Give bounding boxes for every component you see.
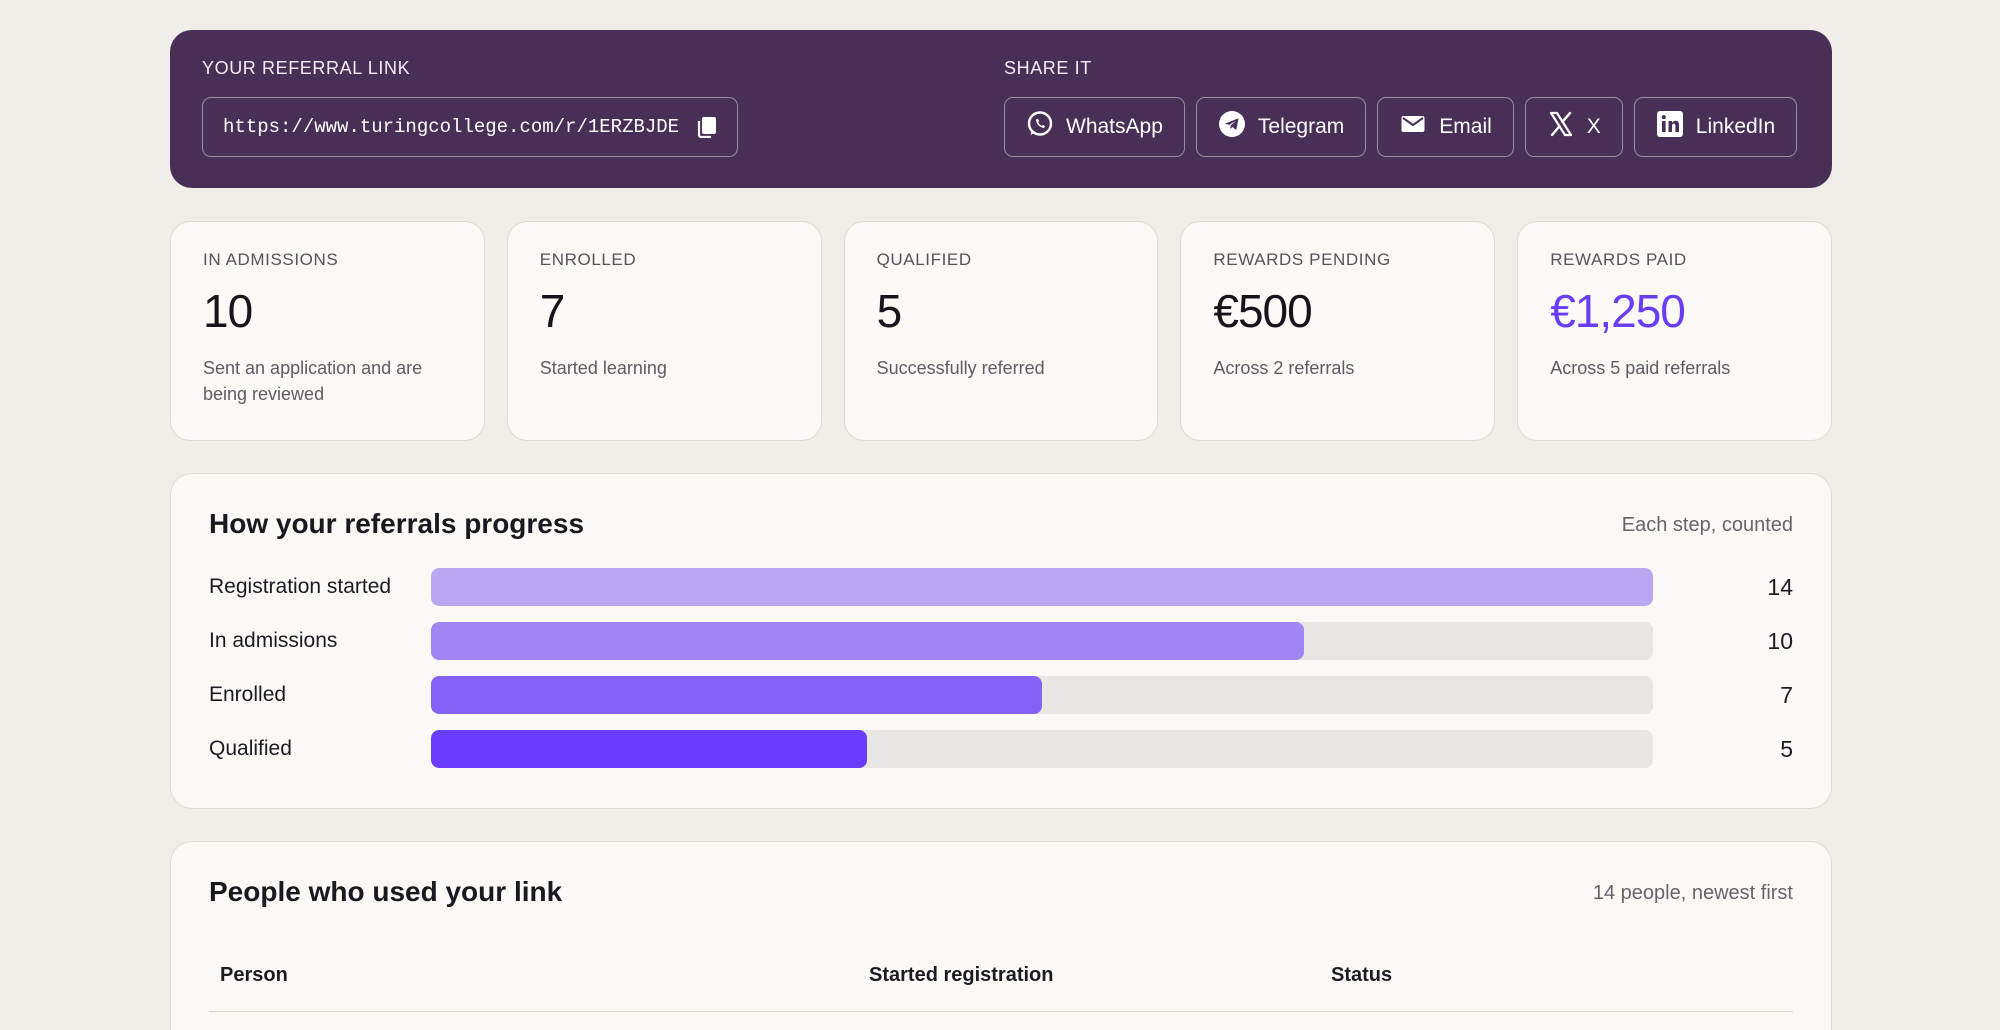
progress-track — [431, 730, 1653, 768]
stat-card-rewards-pending: REWARDS PENDING €500 Across 2 referrals — [1180, 221, 1496, 441]
share-linkedin-button[interactable]: LinkedIn — [1633, 97, 1798, 157]
share-linkedin-label: LinkedIn — [1695, 115, 1776, 138]
stat-label: ENROLLED — [539, 250, 637, 269]
people-table-header: Person Started registration Status — [209, 952, 1793, 1012]
stat-value: €500 — [1213, 285, 1312, 337]
stat-description: Sent an application and are being review… — [203, 357, 423, 404]
stat-value: 5 — [876, 285, 903, 337]
stat-label: QUALIFIED — [876, 250, 972, 269]
people-note: 14 people, newest first — [1592, 882, 1793, 904]
progress-label: Registration started — [209, 575, 392, 598]
whatsapp-icon — [1026, 110, 1054, 144]
referral-banner: YOUR REFERRAL LINK https://www.turingcol… — [170, 30, 1832, 188]
progress-track — [431, 676, 1653, 714]
stat-value: 10 — [203, 285, 253, 337]
progress-row-enrolled: Enrolled 7 — [209, 676, 1793, 714]
stat-label: REWARDS PAID — [1550, 250, 1687, 269]
column-header-person[interactable]: Person — [220, 964, 288, 986]
people-title: People who used your link — [209, 876, 563, 907]
share-whatsapp-label: WhatsApp — [1066, 115, 1163, 138]
progress-row-registration-started: Registration started 14 — [209, 568, 1793, 606]
stat-description: Across 5 paid referrals — [1550, 357, 1731, 378]
telegram-icon — [1218, 110, 1246, 144]
stat-value: €1,250 — [1550, 285, 1686, 337]
share-email-button[interactable]: Email — [1377, 97, 1514, 157]
linkedin-icon — [1656, 110, 1684, 144]
copy-icon[interactable] — [697, 116, 717, 139]
progress-bar-fill — [431, 730, 868, 768]
share-telegram-button[interactable]: Telegram — [1195, 97, 1367, 157]
progress-count: 7 — [1780, 681, 1793, 708]
referral-link-field[interactable]: https://www.turingcollege.com/r/1ERZBJDE — [202, 97, 738, 157]
share-email-label: Email — [1439, 115, 1492, 138]
share-label: SHARE IT — [1004, 58, 1092, 78]
people-panel: People who used your link 14 people, new… — [170, 841, 1832, 1030]
progress-count: 14 — [1767, 573, 1793, 600]
email-icon — [1399, 110, 1427, 144]
progress-track — [431, 622, 1653, 660]
share-x-label: X — [1586, 115, 1601, 138]
referral-progress-panel: How your referrals progress Each step, c… — [170, 473, 1832, 809]
progress-track — [431, 568, 1653, 606]
stat-card-enrolled: ENROLLED 7 Started learning — [506, 221, 822, 441]
stat-label: IN ADMISSIONS — [203, 250, 339, 269]
progress-bar-fill — [431, 676, 1042, 714]
stat-description: Across 2 referrals — [1213, 357, 1355, 378]
stat-description: Started learning — [539, 357, 667, 378]
referral-dashboard: YOUR REFERRAL LINK https://www.turingcol… — [170, 30, 1832, 1030]
progress-label: Qualified — [209, 737, 292, 760]
progress-row-qualified: Qualified 5 — [209, 730, 1793, 768]
progress-row-in-admissions: In admissions 10 — [209, 622, 1793, 660]
x-icon — [1547, 110, 1575, 144]
progress-count: 5 — [1780, 735, 1793, 762]
share-buttons: WhatsApp Telegram Email — [1004, 97, 1798, 157]
referral-link-label: YOUR REFERRAL LINK — [202, 58, 411, 78]
progress-note: Each step, counted — [1621, 514, 1793, 536]
progress-count: 10 — [1767, 627, 1793, 654]
stat-card-in-admissions: IN ADMISSIONS 10 Sent an application and… — [170, 221, 485, 441]
column-header-started-registration[interactable]: Started registration — [869, 964, 1054, 986]
share-x-button[interactable]: X — [1524, 97, 1623, 157]
progress-label: In admissions — [209, 629, 338, 652]
stat-label: REWARDS PENDING — [1213, 250, 1391, 269]
progress-title: How your referrals progress — [209, 508, 585, 539]
progress-label: Enrolled — [209, 683, 287, 706]
share-telegram-label: Telegram — [1257, 115, 1345, 138]
stat-description: Successfully referred — [876, 357, 1045, 378]
stat-card-qualified: QUALIFIED 5 Successfully referred — [843, 221, 1159, 441]
referral-link-url[interactable]: https://www.turingcollege.com/r/1ERZBJDE — [223, 116, 680, 138]
share-whatsapp-button[interactable]: WhatsApp — [1004, 97, 1185, 157]
stat-card-rewards-paid: REWARDS PAID €1,250 Across 5 paid referr… — [1517, 221, 1832, 441]
progress-bar-fill — [431, 568, 1653, 606]
column-header-status[interactable]: Status — [1331, 964, 1393, 986]
stats-row: IN ADMISSIONS 10 Sent an application and… — [170, 221, 1832, 441]
progress-bar-fill — [431, 622, 1304, 660]
stat-value: 7 — [539, 285, 566, 337]
